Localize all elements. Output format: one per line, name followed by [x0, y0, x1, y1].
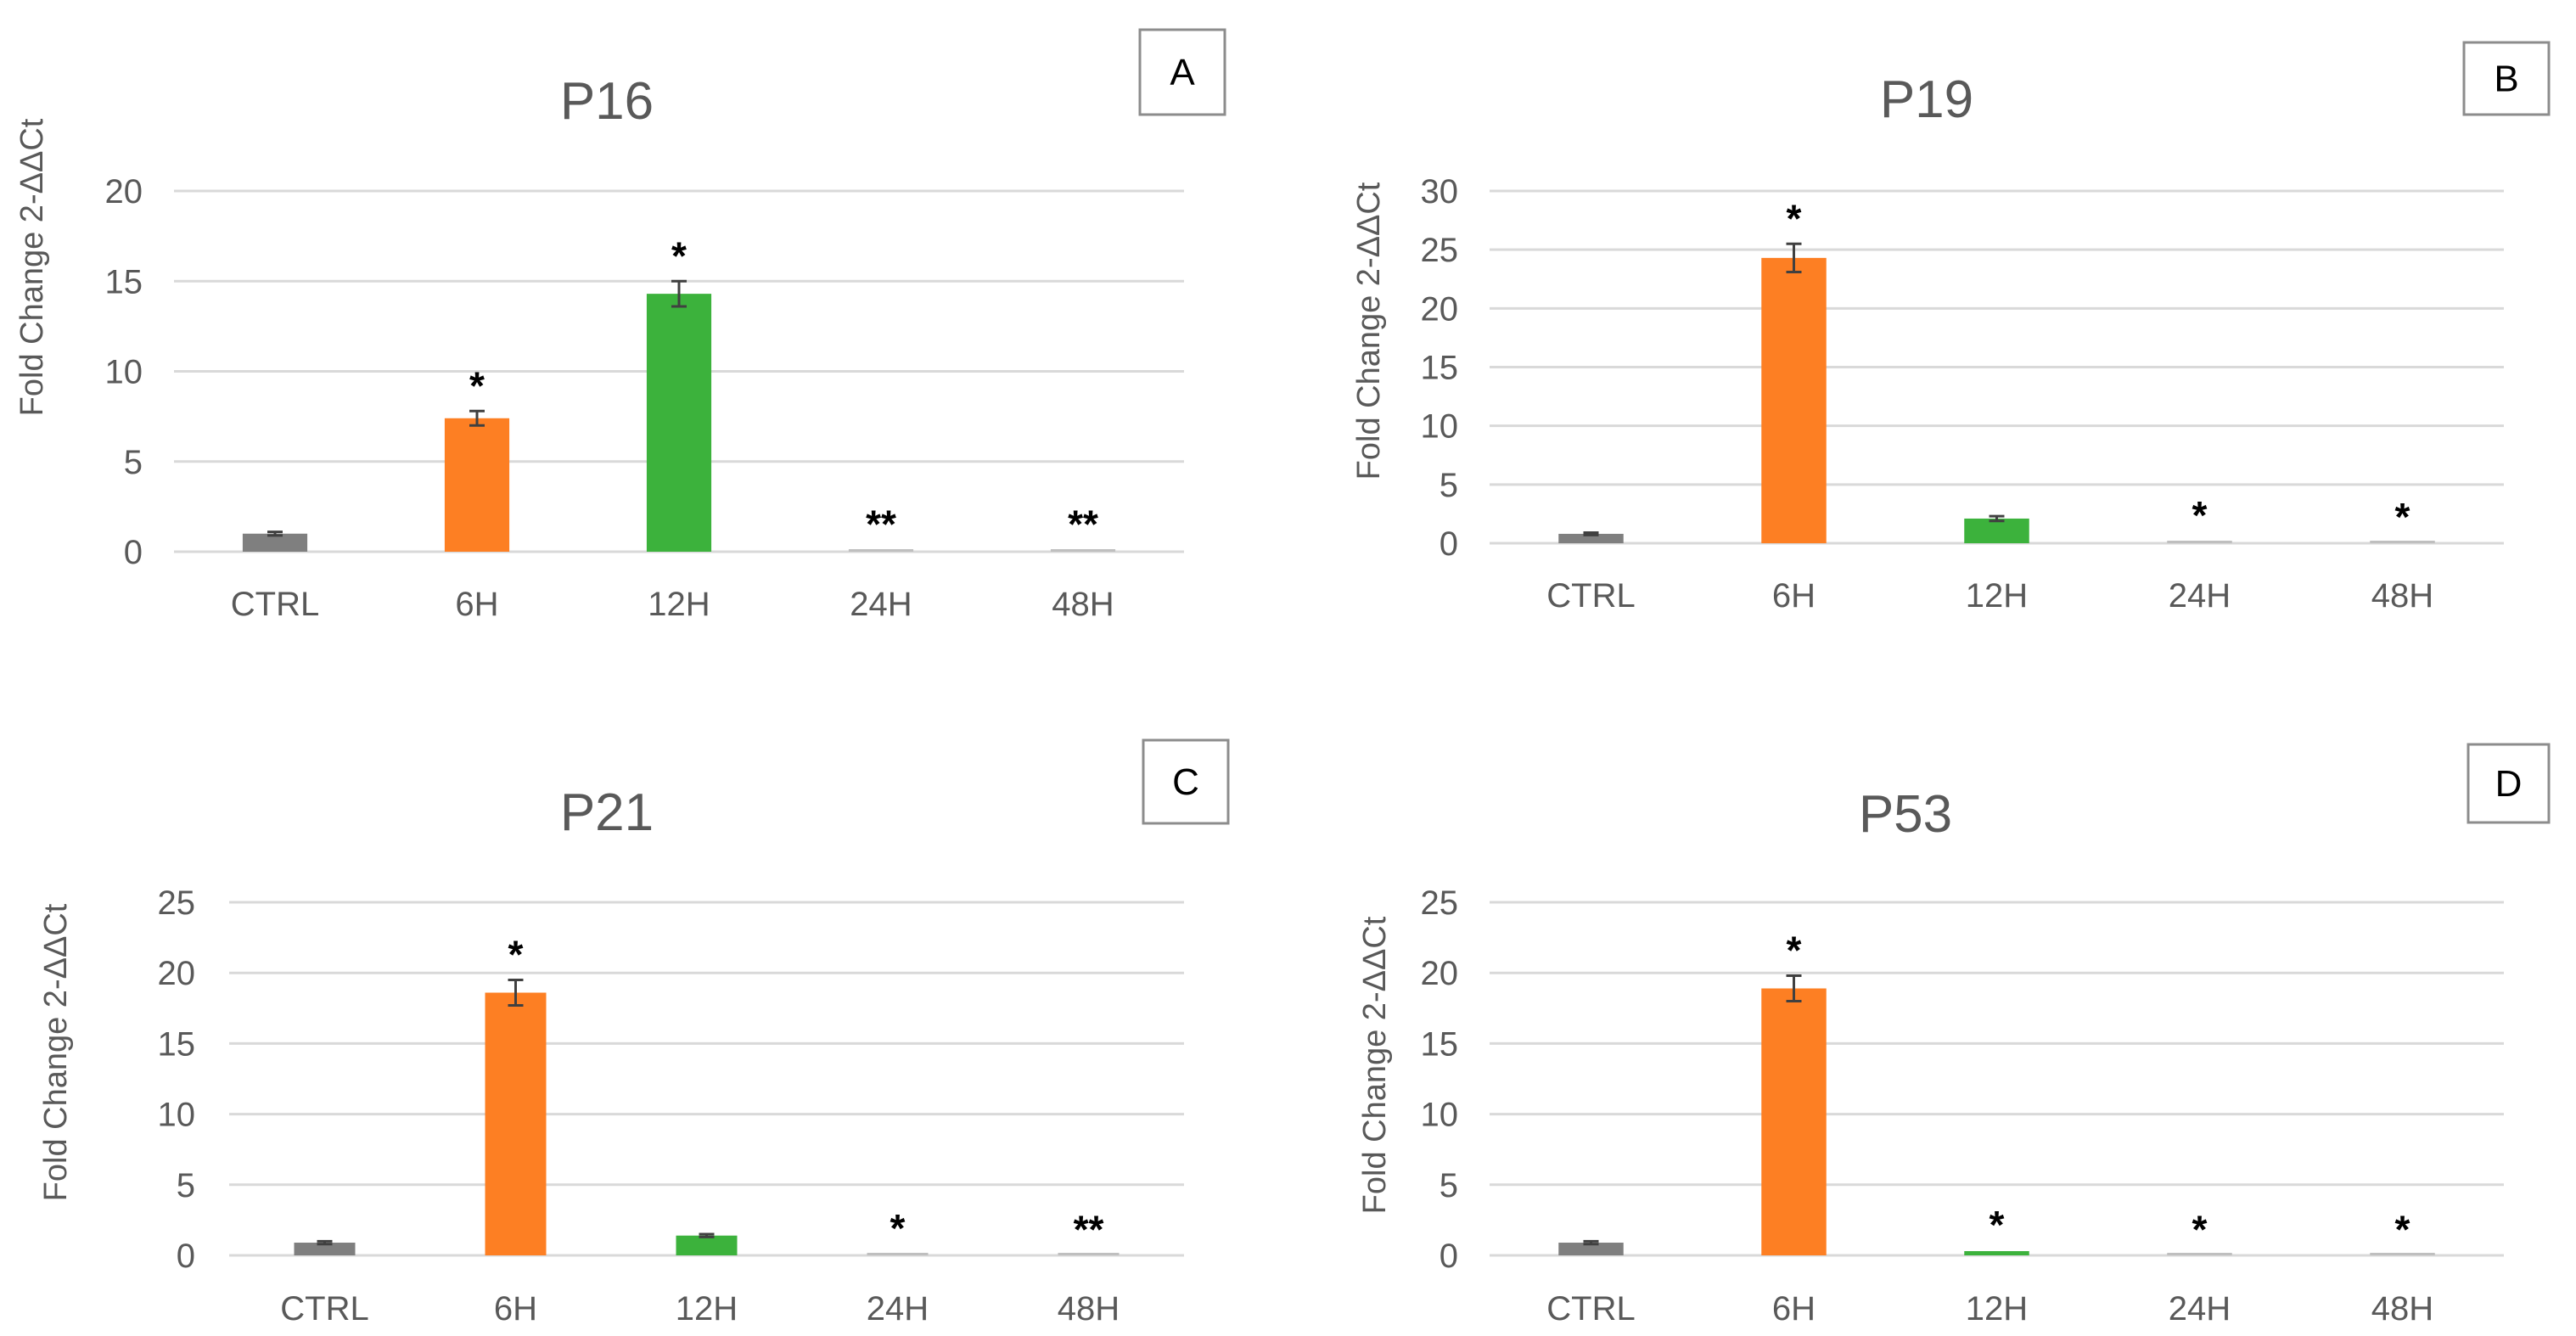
x-tick-label: 6H — [494, 1290, 537, 1328]
y-axis-label: Fold Change 2-ΔΔCt — [1351, 182, 1387, 480]
y-tick-label: 0 — [1440, 1238, 1458, 1275]
panel-label-box — [2467, 743, 2551, 824]
bar-12h — [1964, 518, 2029, 543]
x-tick-label: 24H — [850, 586, 912, 623]
x-tick-label: 12H — [1966, 1290, 2028, 1328]
chart-title: P53 — [1859, 785, 1952, 844]
significance-mark: * — [2192, 1207, 2208, 1251]
bar-ctrl — [242, 533, 308, 552]
y-tick-label: 0 — [124, 534, 143, 571]
y-tick-label: 5 — [1440, 1167, 1458, 1204]
significance-mark: * — [671, 233, 687, 278]
chart-title: P19 — [1880, 70, 1973, 129]
significance-mark: * — [1990, 1203, 2005, 1247]
x-tick-label: CTRL — [231, 586, 319, 623]
significance-mark: ** — [1074, 1207, 1104, 1251]
bar-48h — [1058, 1253, 1120, 1255]
bar-24h — [867, 1253, 929, 1255]
y-tick-label: 25 — [1421, 884, 1459, 922]
y-tick-label: 0 — [1440, 525, 1458, 563]
significance-mark: ** — [866, 502, 896, 546]
x-tick-label: 12H — [676, 1290, 738, 1328]
chart-panel-d: 0 5 10 15 20 25 CTRL 6H * 12H * 24H * 48H * P53 Fold Cha… — [1357, 743, 2551, 1328]
x-tick-label: 48H — [2371, 1290, 2433, 1328]
panel-label-box — [2462, 41, 2551, 116]
significance-mark: * — [1787, 929, 1802, 973]
y-tick-label: 15 — [158, 1025, 196, 1063]
significance-mark: ** — [1068, 502, 1098, 546]
bar-ctrl — [1558, 533, 1624, 543]
bar-12h — [676, 1235, 738, 1255]
x-tick-label: 12H — [648, 586, 710, 623]
bar-48h — [2370, 541, 2435, 543]
y-tick-label: 15 — [105, 263, 143, 300]
significance-mark: * — [2192, 493, 2208, 537]
y-tick-label: 5 — [177, 1167, 195, 1204]
bar-48h — [2370, 1253, 2435, 1255]
panel-label: C — [1172, 761, 1199, 803]
bar-6h — [444, 418, 510, 552]
panel-label: B — [2494, 59, 2518, 100]
y-tick-label: 20 — [158, 955, 196, 992]
x-tick-label: 6H — [1772, 577, 1816, 615]
y-tick-label: 10 — [105, 354, 143, 391]
x-tick-label: 48H — [1052, 586, 1114, 623]
bar-ctrl — [1558, 1243, 1624, 1255]
x-tick-label: 12H — [1966, 577, 2028, 615]
y-tick-label: 20 — [1421, 955, 1459, 992]
significance-mark: * — [890, 1206, 906, 1250]
bar-6h — [1761, 257, 1827, 543]
y-tick-label: 10 — [1421, 408, 1459, 446]
chart-panel-b: 0 5 10 15 20 25 30 CTRL 6H * 12H 24H * 48H * P19 Fold Ch… — [1351, 41, 2551, 615]
bar-24h — [2167, 541, 2232, 543]
bar-6h — [485, 992, 547, 1255]
y-tick-label: 15 — [1421, 350, 1459, 387]
y-tick-label: 20 — [1421, 290, 1459, 328]
x-tick-label: 24H — [2169, 577, 2231, 615]
bar-24h — [2167, 1253, 2232, 1255]
bar-12h — [1964, 1251, 2029, 1255]
bar-ctrl — [294, 1243, 356, 1255]
panel-label-box — [1142, 738, 1230, 825]
y-tick-label: 0 — [177, 1238, 195, 1275]
chart-panel-c: 0 5 10 15 20 25 CTRL 6H * 12H 24H * 48H ** P21 Fold Cha… — [38, 738, 1230, 1328]
y-tick-label: 20 — [105, 173, 143, 211]
bar-12h — [646, 294, 712, 552]
y-axis-label: Fold Change 2-ΔΔCt — [38, 903, 74, 1201]
x-tick-label: 48H — [2371, 577, 2433, 615]
x-tick-label: CTRL — [1546, 1290, 1635, 1328]
significance-mark: * — [469, 363, 485, 407]
significance-mark: * — [2395, 1207, 2410, 1251]
panel-label-box — [1138, 28, 1226, 116]
significance-mark: * — [2395, 495, 2410, 539]
x-tick-label: 6H — [455, 586, 498, 623]
y-tick-label: 5 — [124, 444, 143, 481]
x-tick-label: 24H — [2169, 1290, 2231, 1328]
x-tick-label: CTRL — [280, 1290, 368, 1328]
y-tick-label: 15 — [1421, 1025, 1459, 1063]
panel-label: D — [2495, 763, 2523, 805]
y-tick-label: 10 — [1421, 1097, 1459, 1134]
y-tick-label: 30 — [1421, 173, 1459, 211]
y-tick-label: 10 — [158, 1097, 196, 1134]
chart-title: P16 — [560, 72, 654, 131]
chart-title: P21 — [560, 783, 654, 842]
y-axis-label: Fold Change 2-ΔΔCt — [1357, 916, 1393, 1214]
significance-mark: * — [1787, 196, 1802, 240]
chart-panel-a: 0 5 10 15 20 CTRL 6H * 12H * 24H ** 48H ** P16 Fold Cha… — [14, 28, 1226, 623]
x-tick-label: 6H — [1772, 1290, 1816, 1328]
panel-label: A — [1170, 52, 1195, 93]
bar-24h — [848, 549, 914, 552]
x-tick-label: 24H — [867, 1290, 929, 1328]
x-tick-label: CTRL — [1546, 577, 1635, 615]
significance-mark: * — [508, 933, 524, 977]
y-tick-label: 25 — [158, 884, 196, 922]
y-tick-label: 25 — [1421, 232, 1459, 269]
y-tick-label: 5 — [1440, 467, 1458, 504]
y-axis-label: Fold Change 2-ΔΔCt — [14, 118, 50, 416]
x-tick-label: 48H — [1058, 1290, 1120, 1328]
bar-48h — [1050, 549, 1116, 552]
bar-6h — [1761, 988, 1827, 1255]
